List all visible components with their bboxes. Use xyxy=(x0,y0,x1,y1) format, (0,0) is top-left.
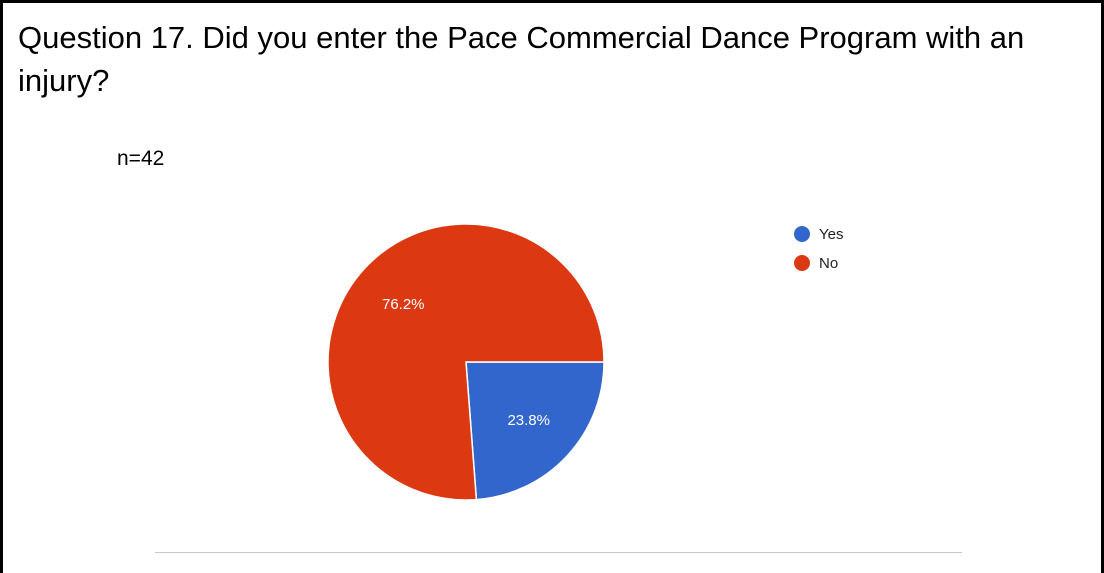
slice-label-no: 76.2% xyxy=(382,296,425,313)
question-title: Question 17. Did you enter the Pace Comm… xyxy=(18,20,1025,98)
legend-marker-yes xyxy=(794,226,810,242)
legend-label-yes: Yes xyxy=(819,226,843,243)
legend-marker-no xyxy=(794,255,810,271)
pie-slices xyxy=(327,223,605,501)
pie-slice-no xyxy=(327,223,605,501)
legend-label-no: No xyxy=(819,255,838,272)
slice-label-yes: 23.8% xyxy=(507,412,550,429)
bottom-divider xyxy=(155,552,962,553)
pie-slice-labels: 23.8% 76.2% xyxy=(382,296,550,429)
sample-size-label: n=42 xyxy=(117,147,165,170)
pie-slice-yes xyxy=(465,361,605,501)
chart-legend: Yes No xyxy=(794,226,843,272)
